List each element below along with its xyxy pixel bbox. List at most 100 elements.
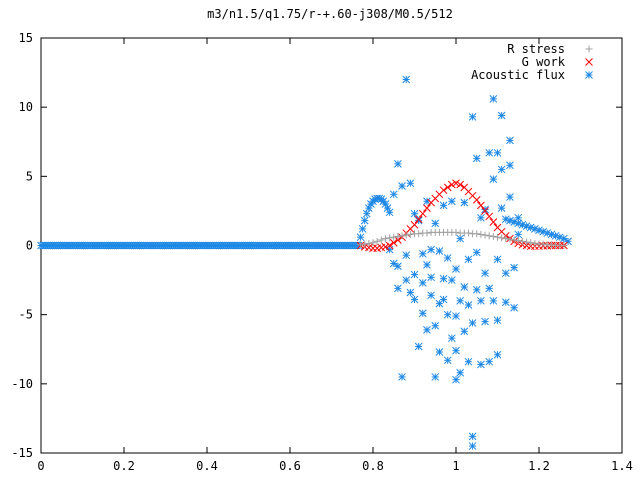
data-point xyxy=(389,259,398,268)
data-point xyxy=(402,231,410,239)
data-point xyxy=(439,295,448,304)
data-point xyxy=(501,298,510,307)
data-point xyxy=(414,215,423,224)
x-tick-label: 0.8 xyxy=(362,459,384,473)
data-point xyxy=(464,255,473,264)
data-point xyxy=(460,198,469,207)
data-point xyxy=(402,251,411,260)
data-point xyxy=(468,442,477,450)
data-point xyxy=(456,368,465,377)
series-g-work xyxy=(356,179,568,253)
data-point xyxy=(427,291,435,300)
y-tick-label: 0 xyxy=(26,239,33,253)
data-point xyxy=(506,136,514,145)
data-point xyxy=(447,197,456,206)
legend-marker xyxy=(585,71,593,79)
data-point xyxy=(398,232,406,240)
data-point xyxy=(560,242,568,249)
data-point xyxy=(435,247,444,255)
data-point xyxy=(452,312,460,320)
data-point xyxy=(452,179,460,188)
legend-label: Acoustic flux xyxy=(471,68,565,82)
data-point xyxy=(358,225,367,233)
data-point xyxy=(498,234,506,242)
data-point xyxy=(456,296,465,305)
data-point xyxy=(464,229,472,237)
data-point xyxy=(410,295,419,304)
data-point xyxy=(443,183,452,192)
data-point xyxy=(493,255,502,264)
data-point xyxy=(439,186,448,195)
data-point xyxy=(394,233,402,241)
data-point xyxy=(427,273,435,282)
y-tick-label: -5 xyxy=(19,308,33,322)
chart-title: m3/n1.5/q1.75/r-+.60-j308/M0.5/512 xyxy=(207,7,453,21)
data-point xyxy=(418,209,427,218)
data-point xyxy=(477,360,485,369)
y-tick-label: 15 xyxy=(19,31,33,45)
data-point xyxy=(410,270,419,279)
data-point xyxy=(510,303,518,312)
data-point xyxy=(530,225,539,233)
data-point xyxy=(365,239,373,247)
data-point xyxy=(389,190,398,199)
data-point xyxy=(362,209,371,218)
data-point xyxy=(506,161,514,170)
x-tick-label: 1.2 xyxy=(528,459,550,473)
data-point xyxy=(460,283,469,291)
y-tick-label: 5 xyxy=(26,169,33,183)
data-point xyxy=(369,239,377,247)
data-point xyxy=(394,262,402,271)
series-acoustic-flux xyxy=(37,75,572,450)
x-tick-label: 1.4 xyxy=(611,459,633,473)
data-point xyxy=(443,254,452,262)
data-point xyxy=(514,230,523,239)
series-layer xyxy=(37,75,572,450)
data-point xyxy=(447,180,456,189)
data-point xyxy=(489,218,498,226)
data-point xyxy=(418,309,427,318)
y-tick-label: -15 xyxy=(11,446,33,460)
data-point xyxy=(539,240,547,248)
data-point xyxy=(493,350,502,359)
data-point xyxy=(485,357,494,366)
data-point xyxy=(423,326,431,334)
data-point xyxy=(452,375,460,384)
data-point xyxy=(423,261,431,269)
data-point xyxy=(497,111,506,120)
x-tick-label: 0.6 xyxy=(279,459,301,473)
data-point xyxy=(452,346,460,355)
data-point xyxy=(514,237,522,245)
legend-label: G work xyxy=(522,55,566,69)
data-point xyxy=(394,160,402,168)
data-point xyxy=(452,265,460,273)
data-point xyxy=(415,230,423,238)
data-point xyxy=(464,357,473,366)
data-point xyxy=(489,296,498,305)
data-point xyxy=(518,237,526,245)
data-point xyxy=(447,334,456,343)
data-point xyxy=(418,278,427,287)
data-point xyxy=(394,284,402,293)
data-point xyxy=(464,301,473,309)
data-point xyxy=(514,213,523,222)
data-point xyxy=(472,154,481,163)
data-point xyxy=(452,228,460,236)
data-point xyxy=(385,208,394,217)
data-point xyxy=(410,220,419,229)
data-point xyxy=(431,321,440,330)
data-point xyxy=(477,213,485,222)
data-point xyxy=(423,204,431,213)
data-point xyxy=(497,204,506,213)
data-point xyxy=(385,241,394,250)
data-point xyxy=(472,195,481,204)
data-point xyxy=(477,201,485,210)
data-point xyxy=(493,148,502,157)
data-point xyxy=(402,75,411,84)
data-point xyxy=(485,148,494,157)
data-point xyxy=(481,269,489,278)
data-point xyxy=(410,209,419,218)
data-point xyxy=(493,316,502,325)
data-point xyxy=(361,240,369,248)
